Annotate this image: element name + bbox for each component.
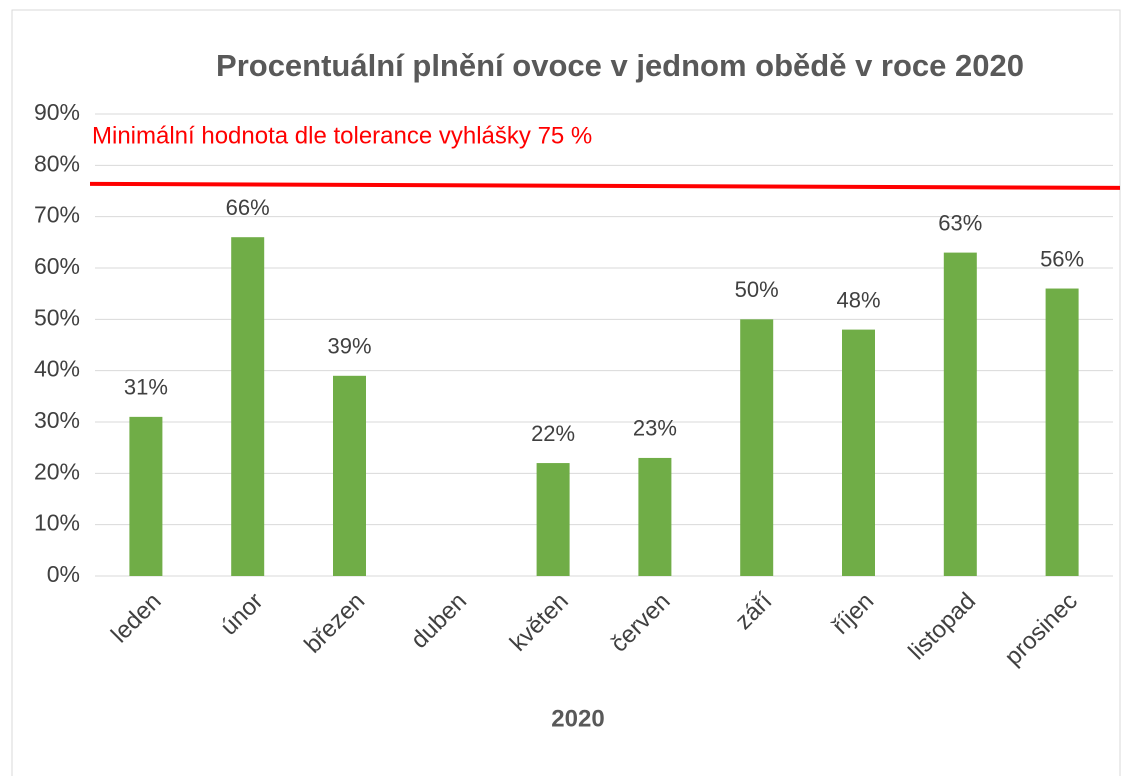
annotation: Minimální hodnota dle tolerance vyhlášky… bbox=[92, 122, 592, 149]
bar bbox=[129, 416, 163, 576]
y-tick-label: 50% bbox=[34, 304, 80, 330]
data-label: 39% bbox=[327, 334, 371, 359]
data-label: 66% bbox=[226, 195, 270, 220]
y-tick-label: 90% bbox=[34, 99, 80, 125]
y-tick-label: 20% bbox=[34, 458, 80, 484]
data-label: 50% bbox=[735, 277, 779, 302]
y-tick-label: 80% bbox=[34, 150, 80, 176]
y-tick-label: 10% bbox=[34, 510, 80, 536]
bar bbox=[638, 457, 672, 576]
data-label: 56% bbox=[1040, 246, 1084, 271]
y-tick-label: 0% bbox=[47, 561, 80, 587]
y-tick-label: 30% bbox=[34, 407, 80, 433]
y-tick-label: 70% bbox=[34, 202, 80, 228]
data-label: 31% bbox=[124, 375, 168, 400]
y-tick-label: 40% bbox=[34, 356, 80, 382]
chart-border bbox=[11, 9, 1121, 776]
chart-title: Procentuální plnění ovoce v jednom obědě… bbox=[216, 48, 1024, 83]
reference-line bbox=[89, 181, 1121, 190]
x-axis-label: 2020 bbox=[551, 705, 604, 732]
bar bbox=[333, 375, 366, 576]
bar bbox=[740, 319, 774, 576]
data-label: 23% bbox=[633, 416, 677, 441]
data-label: 63% bbox=[938, 210, 982, 235]
y-tick-label: 60% bbox=[34, 253, 80, 279]
bar bbox=[536, 463, 570, 576]
data-label: 22% bbox=[531, 421, 575, 446]
data-label: 48% bbox=[836, 287, 880, 312]
bar bbox=[943, 252, 977, 576]
bar bbox=[842, 329, 875, 576]
bar bbox=[231, 237, 265, 576]
bar bbox=[1045, 288, 1079, 576]
